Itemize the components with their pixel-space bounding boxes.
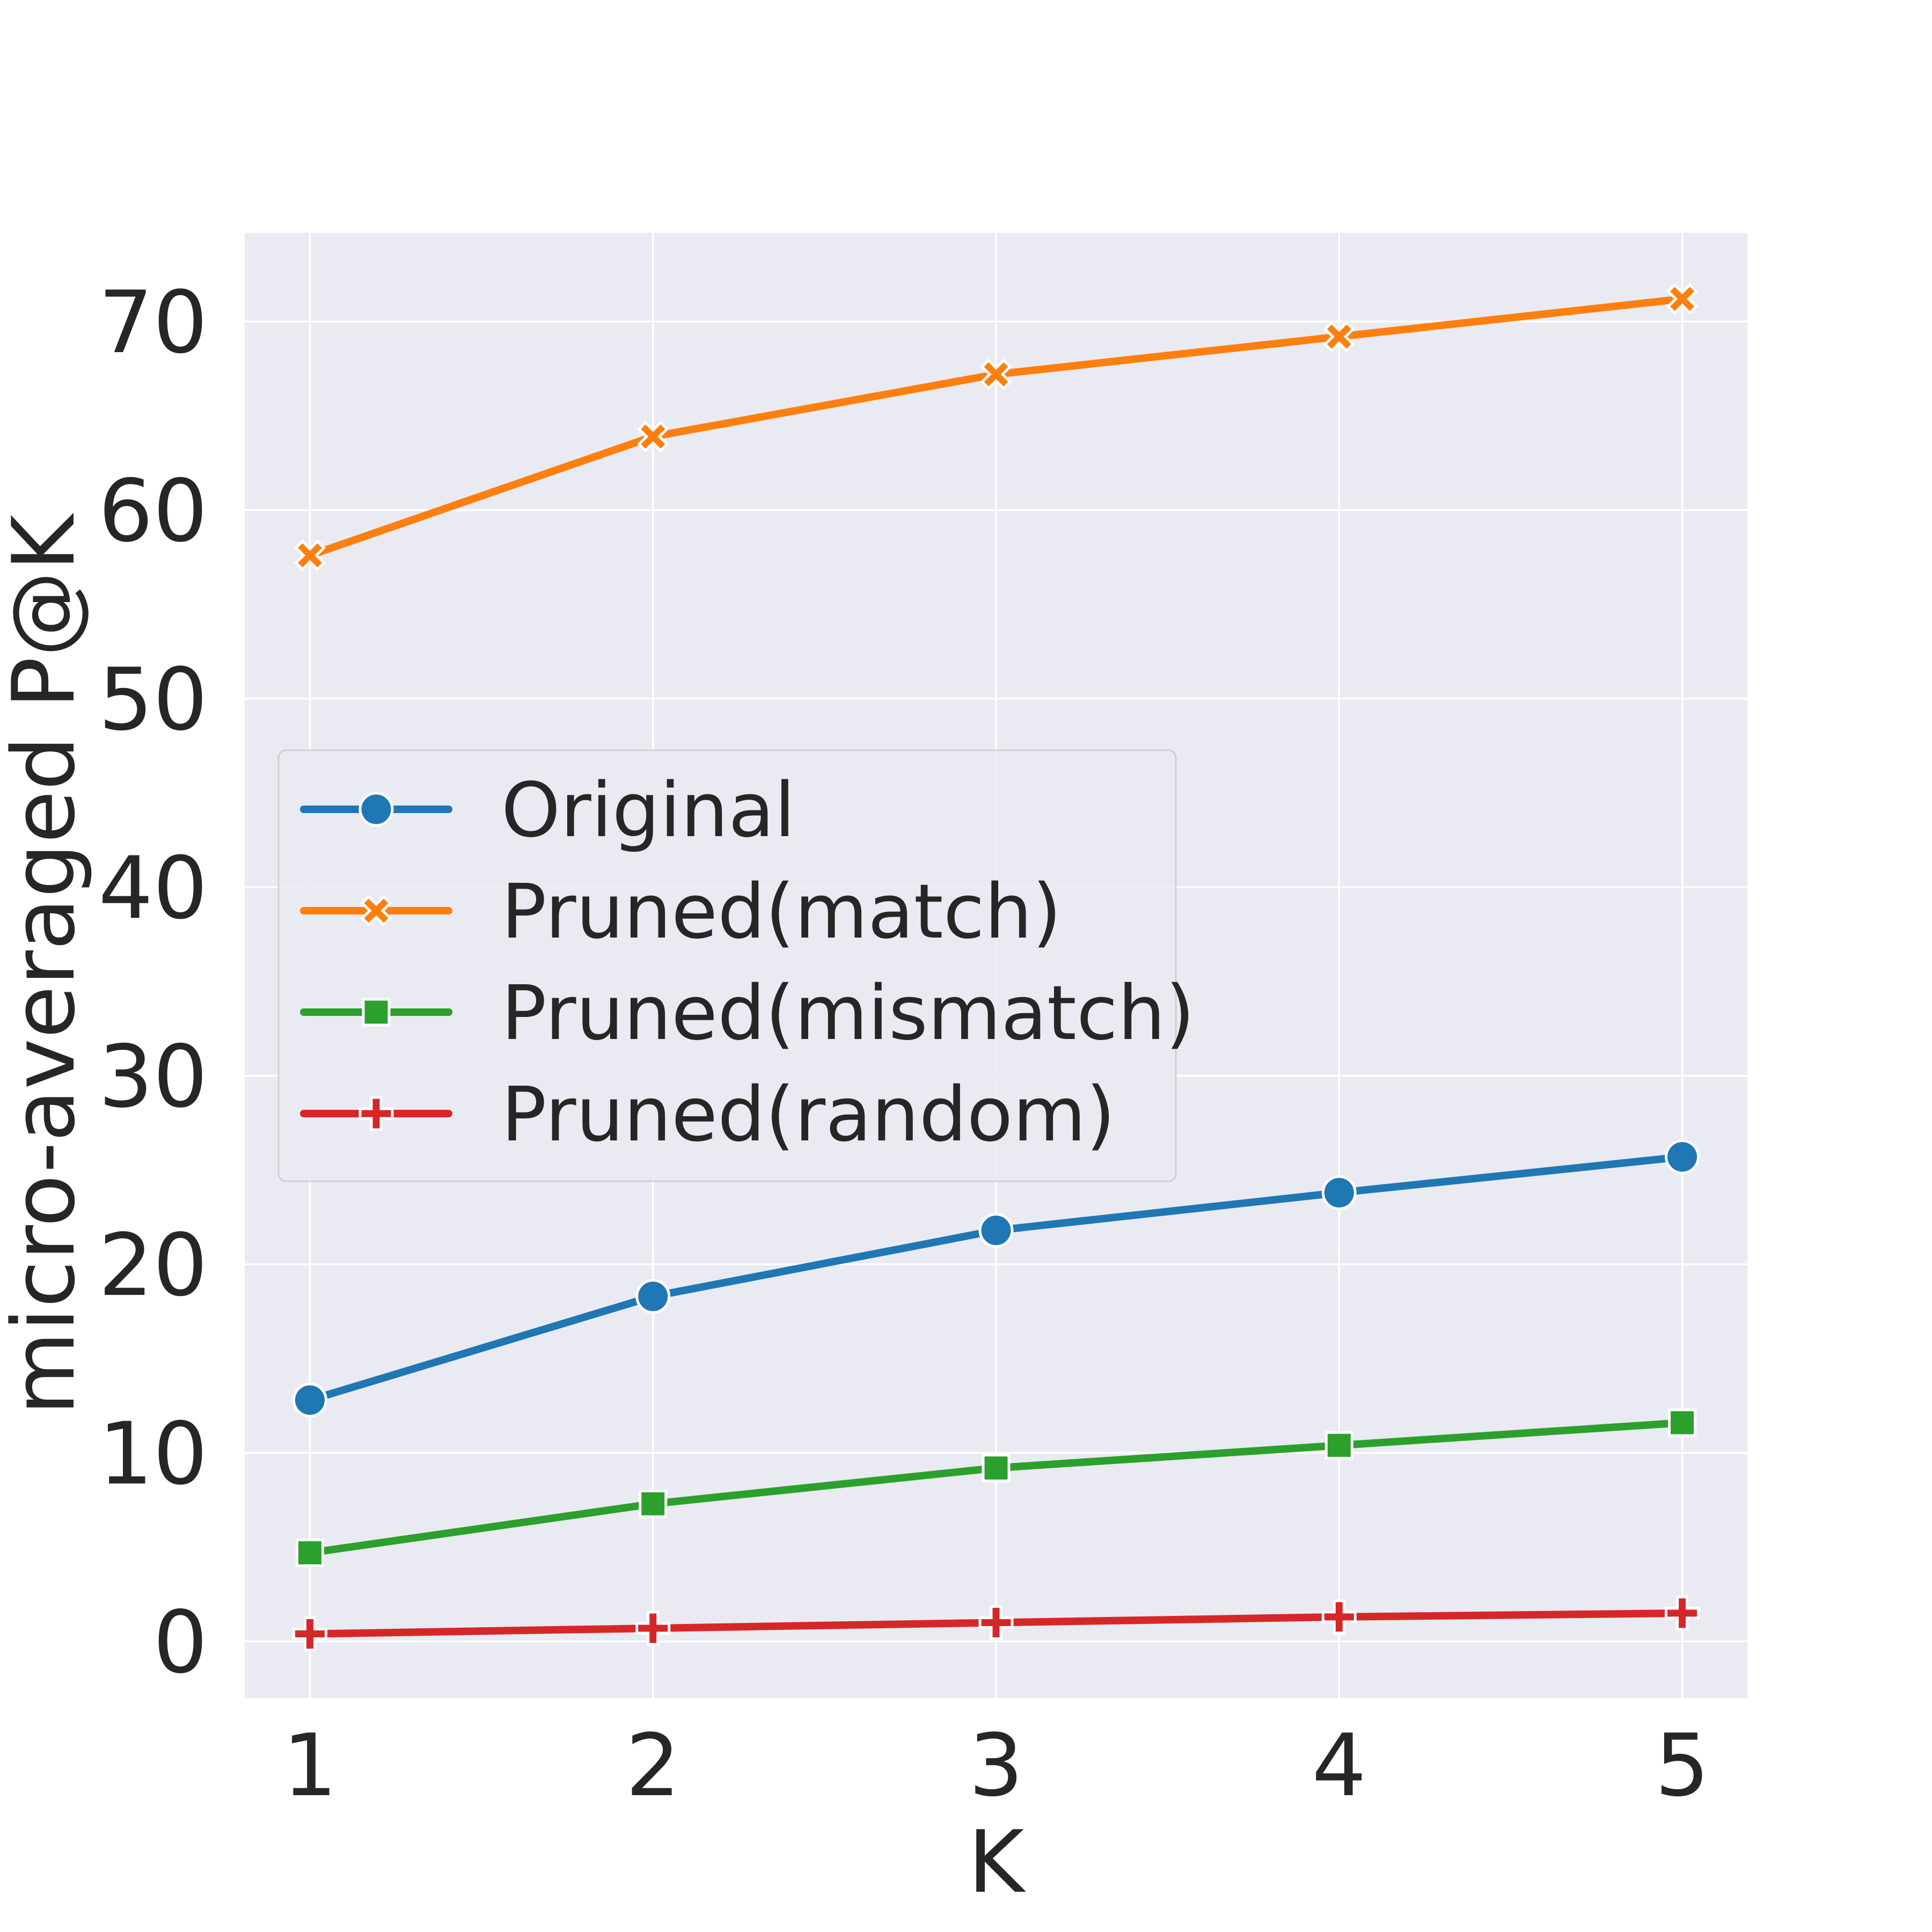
x-tick-label: 3 <box>969 1715 1023 1816</box>
data-point-marker <box>292 1382 327 1418</box>
x-tick-labels: 1 2 3 4 5 <box>283 1715 1710 1816</box>
x-tick-label: 2 <box>626 1715 680 1816</box>
legend-marker <box>362 998 391 1027</box>
data-point-marker <box>1323 320 1355 353</box>
y-axis-label: micro-averaged P@K <box>0 513 94 1415</box>
data-point-marker <box>1666 283 1699 315</box>
legend: Original Pruned(match) Pruned(mismatch) Pru… <box>277 749 1195 1182</box>
legend-box <box>277 749 1177 1182</box>
data-point-marker <box>1665 1596 1700 1631</box>
legend-label: Pruned(match) <box>501 868 1062 956</box>
data-point-marker <box>980 358 1012 391</box>
y-tick-label: 10 <box>98 1403 208 1504</box>
y-tick-label: 20 <box>98 1215 208 1315</box>
data-point-marker <box>294 539 326 572</box>
series-markers <box>292 283 1700 1652</box>
data-point-marker <box>978 1213 1014 1248</box>
legend-label: Pruned(mismatch) <box>501 970 1195 1057</box>
data-point-marker <box>637 420 669 452</box>
data-point-marker <box>635 1279 671 1314</box>
data-point-marker <box>1324 1431 1353 1460</box>
legend-marker <box>360 895 392 927</box>
data-point-marker <box>635 1611 671 1646</box>
data-point-marker <box>1321 1599 1357 1635</box>
data-point-marker <box>639 1489 668 1518</box>
data-point-marker <box>982 1453 1011 1482</box>
y-tick-labels: 0 10 20 30 40 50 60 70 <box>98 272 208 1692</box>
data-point-marker <box>1665 1139 1700 1175</box>
legend-label: Pruned(random) <box>501 1071 1115 1159</box>
y-tick-label: 40 <box>98 838 208 938</box>
data-point-marker <box>1321 1175 1357 1210</box>
data-point-marker <box>1668 1408 1697 1437</box>
data-point-marker <box>295 1538 324 1567</box>
data-point-marker <box>292 1616 327 1652</box>
y-tick-label: 0 <box>153 1592 208 1693</box>
legend-marker <box>358 1096 394 1131</box>
y-tick-label: 50 <box>98 649 208 750</box>
y-tick-label: 70 <box>98 272 208 372</box>
legend-label: Original <box>501 767 795 854</box>
legend-marker <box>358 792 394 827</box>
x-tick-label: 1 <box>283 1715 338 1816</box>
y-tick-label: 60 <box>98 460 208 561</box>
y-tick-label: 30 <box>98 1027 208 1127</box>
x-axis-label: K <box>968 1812 1027 1912</box>
data-point-marker <box>978 1605 1014 1640</box>
x-tick-label: 5 <box>1655 1715 1710 1816</box>
x-tick-label: 4 <box>1312 1715 1366 1816</box>
